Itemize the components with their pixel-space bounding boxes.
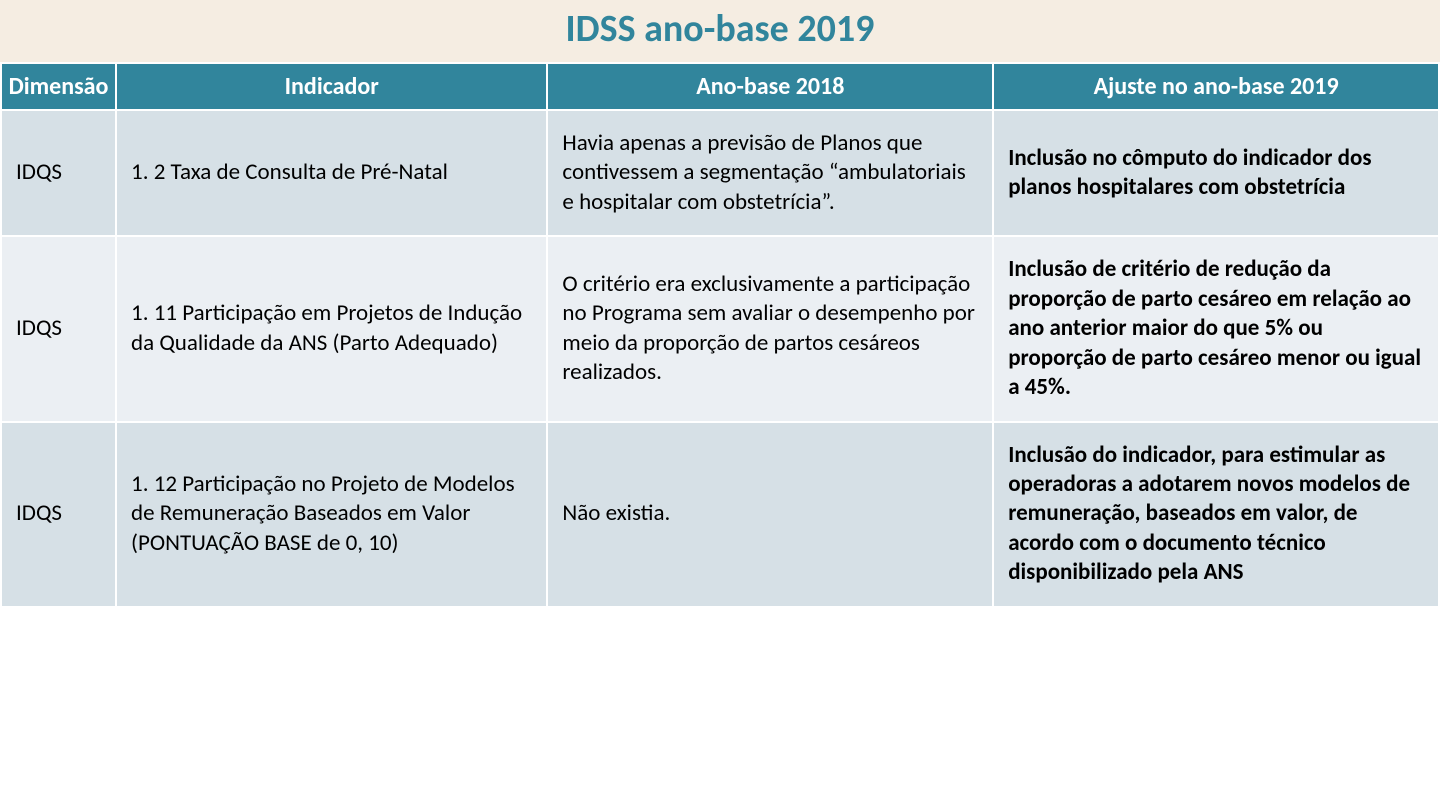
col-header-indicador: Indicador bbox=[116, 63, 547, 110]
table-row: IDQS 1. 11 Participação em Projetos de I… bbox=[1, 236, 1439, 421]
col-header-dimensao: Dimensão bbox=[1, 63, 116, 110]
cell-ano2018: O critério era exclusivamente a particip… bbox=[547, 236, 993, 421]
table-row: IDQS 1. 2 Taxa de Consulta de Pré-Natal … bbox=[1, 110, 1439, 236]
cell-dimensao: IDQS bbox=[1, 422, 116, 607]
table-header-row: Dimensão Indicador Ano-base 2018 Ajuste … bbox=[1, 63, 1439, 110]
cell-ajuste2019: Inclusão do indicador, para estimular as… bbox=[993, 422, 1439, 607]
cell-dimensao: IDQS bbox=[1, 110, 116, 236]
cell-ano2018: Havia apenas a previsão de Planos que co… bbox=[547, 110, 993, 236]
col-header-ano2018: Ano-base 2018 bbox=[547, 63, 993, 110]
idss-table: Dimensão Indicador Ano-base 2018 Ajuste … bbox=[0, 62, 1440, 608]
cell-indicador: 1. 2 Taxa de Consulta de Pré-Natal bbox=[116, 110, 547, 236]
cell-indicador: 1. 11 Participação em Projetos de Induçã… bbox=[116, 236, 547, 421]
cell-ano2018: Não existia. bbox=[547, 422, 993, 607]
cell-indicador: 1. 12 Participação no Projeto de Modelos… bbox=[116, 422, 547, 607]
col-header-ajuste2019: Ajuste no ano-base 2019 bbox=[993, 63, 1439, 110]
title-band: IDSS ano-base 2019 bbox=[0, 0, 1440, 62]
page-title: IDSS ano-base 2019 bbox=[0, 6, 1440, 52]
cell-ajuste2019: Inclusão de critério de redução da propo… bbox=[993, 236, 1439, 421]
cell-ajuste2019: Inclusão no cômputo do indicador dos pla… bbox=[993, 110, 1439, 236]
cell-dimensao: IDQS bbox=[1, 236, 116, 421]
table-row: IDQS 1. 12 Participação no Projeto de Mo… bbox=[1, 422, 1439, 607]
